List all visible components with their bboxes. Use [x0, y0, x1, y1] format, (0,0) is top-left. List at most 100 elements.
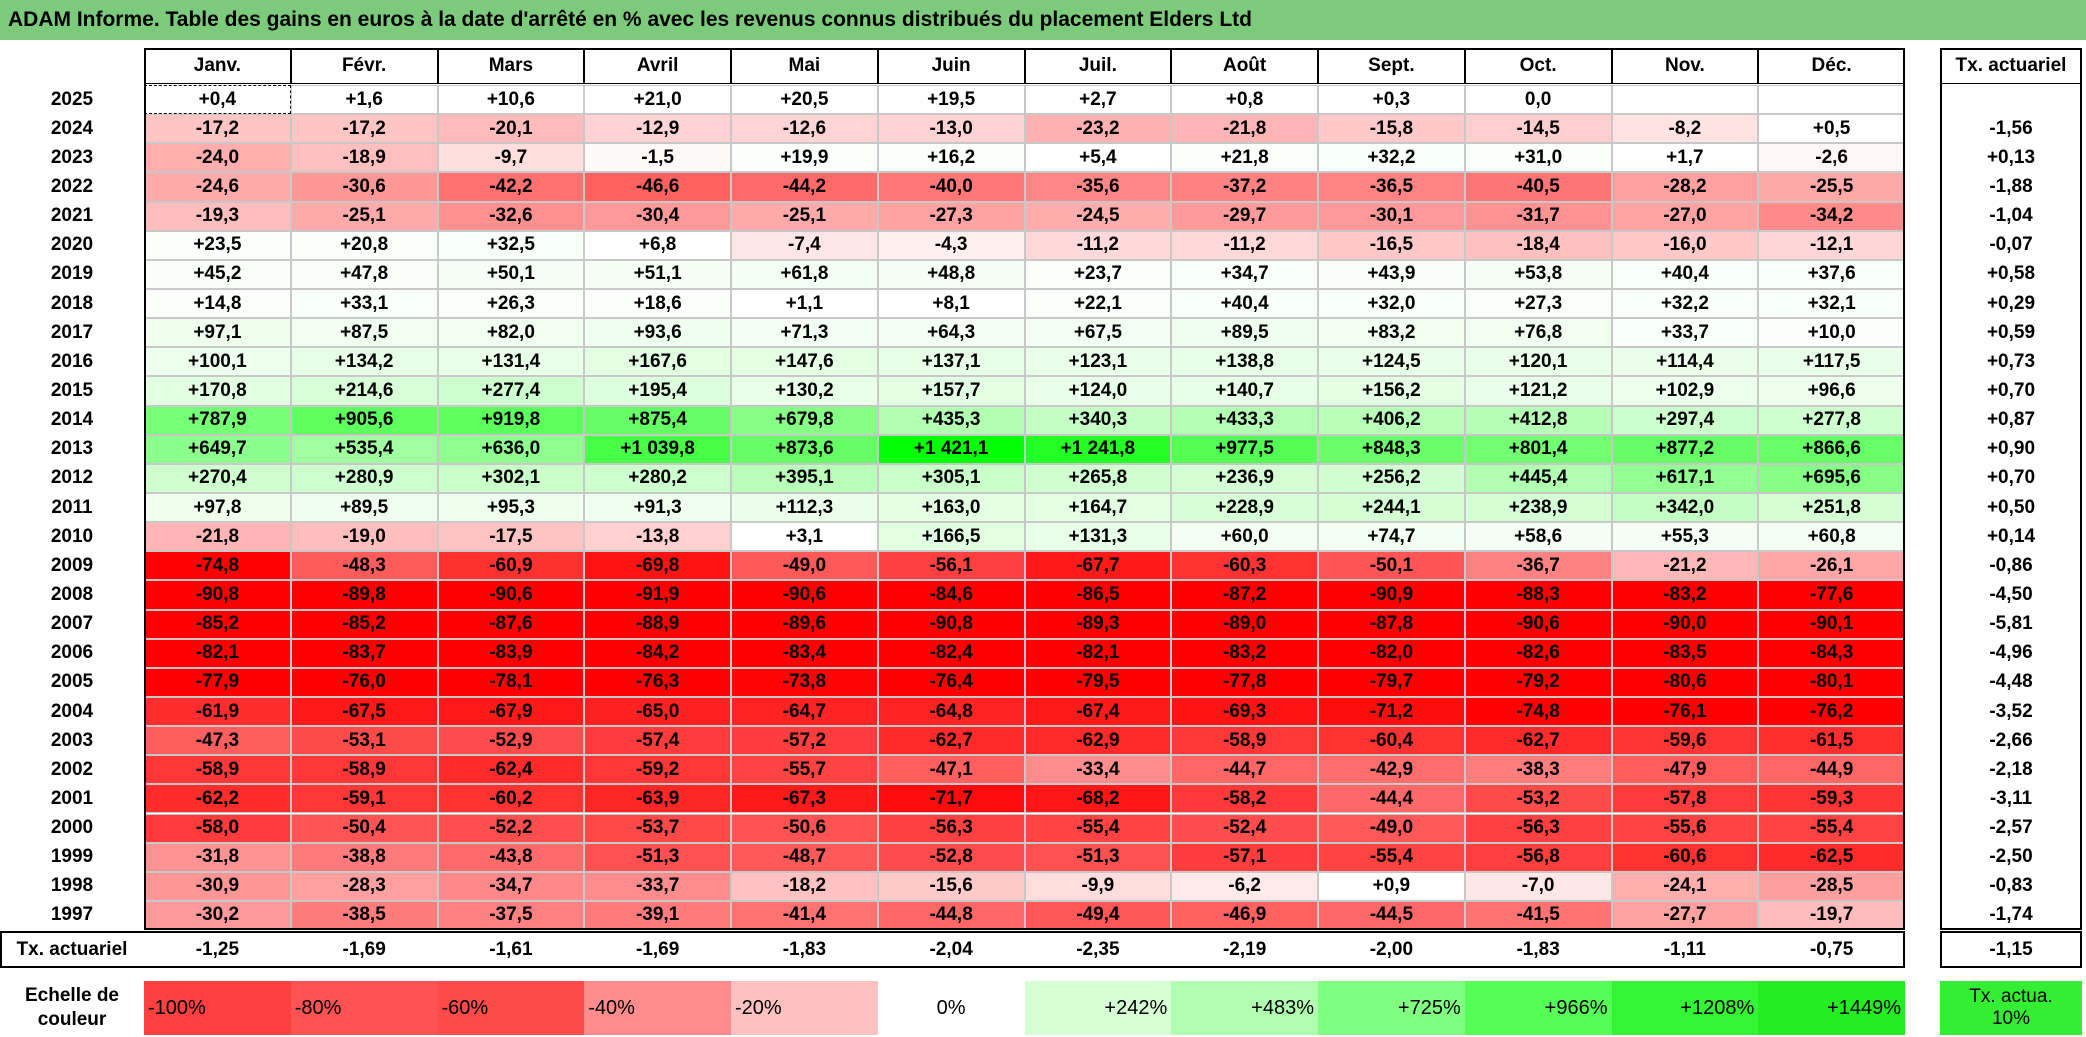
cell: -8,2	[1611, 114, 1759, 144]
cell: +91,3	[584, 492, 731, 523]
row-rate: +0,87	[1986, 409, 2036, 431]
column-header: Janv.	[144, 48, 291, 84]
cell: +40,4	[1171, 288, 1318, 319]
cell: -61,9	[144, 696, 291, 727]
cell: -76,3	[584, 667, 731, 697]
scale-step: 0%	[877, 981, 1025, 1035]
cell: -14,5	[1464, 114, 1612, 144]
cell: +265,8	[1024, 463, 1172, 493]
cell: +297,4	[1611, 405, 1759, 435]
column-header: Juin	[877, 48, 1025, 84]
row-year: 2023	[50, 146, 94, 168]
cell: -83,7	[290, 638, 438, 668]
cell: -36,7	[1464, 551, 1612, 581]
cell: +16,2	[877, 143, 1025, 173]
cell: -76,2	[1758, 696, 1905, 727]
column-header: Oct.	[1464, 48, 1612, 84]
column-header: Sept.	[1318, 48, 1465, 84]
cell: +32,1	[1758, 288, 1905, 319]
cell: +50,1	[437, 259, 585, 289]
cell: +32,0	[1318, 288, 1465, 319]
cell: +95,3	[437, 492, 585, 523]
cell: -25,1	[290, 201, 438, 231]
cell: +636,0	[437, 434, 585, 464]
cell: +8,1	[877, 288, 1025, 319]
row-rate: -2,50	[1989, 846, 2033, 868]
cell: -58,2	[1171, 784, 1318, 814]
cell: +93,6	[584, 318, 731, 348]
cell: -7,4	[731, 230, 878, 260]
cell: -67,5	[290, 696, 438, 727]
cell: -89,3	[1024, 609, 1172, 639]
cell: -69,3	[1171, 696, 1318, 727]
cell: +695,6	[1758, 463, 1905, 493]
cell: +535,4	[290, 434, 438, 464]
title: ADAM Informe. Table des gains en euros à…	[0, 0, 2086, 40]
cell: -47,9	[1611, 755, 1759, 785]
cell: +102,9	[1611, 376, 1759, 406]
cell: +0,9	[1318, 871, 1465, 901]
cell: +112,3	[731, 492, 878, 523]
scale-step: -40%	[584, 981, 731, 1035]
scale-step: +242%	[1024, 981, 1172, 1035]
cell: -30,1	[1318, 201, 1465, 231]
row-rate: +0,59	[1986, 321, 2036, 343]
row-year: 2006	[50, 642, 94, 664]
cell: +977,5	[1171, 434, 1318, 464]
cell: -34,7	[437, 871, 585, 901]
row-year: 2000	[50, 817, 94, 839]
row-rate: +0,90	[1986, 438, 2036, 460]
footer-cell: -0,75	[1809, 938, 1854, 960]
cell: -88,9	[584, 609, 731, 639]
cell: -62,5	[1758, 842, 1905, 872]
cell: -63,9	[584, 784, 731, 814]
cell: +60,8	[1758, 522, 1905, 552]
row-year: 2009	[50, 554, 94, 576]
row-year: 2022	[50, 175, 94, 197]
cell: +164,7	[1024, 492, 1172, 523]
cell: -44,5	[1318, 900, 1465, 931]
cell: -32,6	[437, 201, 585, 231]
cell	[1611, 85, 1759, 115]
cell: +33,7	[1611, 318, 1759, 348]
cell	[1758, 85, 1905, 115]
row-rate: -3,52	[1989, 700, 2033, 722]
cell: +47,8	[290, 259, 438, 289]
cell: -36,5	[1318, 172, 1465, 202]
row-rate: +0,70	[1986, 467, 2036, 489]
cell: -17,5	[437, 522, 585, 552]
cell: -59,6	[1611, 726, 1759, 756]
cell: -82,1	[1024, 638, 1172, 668]
column-header: Avril	[584, 48, 731, 84]
row-rate: +0,58	[1986, 263, 2036, 285]
cell: +433,3	[1171, 405, 1318, 435]
cell: -87,6	[437, 609, 585, 639]
cell: -59,2	[584, 755, 731, 785]
cell: +877,2	[1611, 434, 1759, 464]
cell: -28,3	[290, 871, 438, 901]
cell: -55,7	[731, 755, 878, 785]
cell: +305,1	[877, 463, 1025, 493]
cell: -76,0	[290, 667, 438, 697]
cell: +53,8	[1464, 259, 1612, 289]
cell: +1 039,8	[584, 434, 731, 464]
cell: -33,7	[584, 871, 731, 901]
cell: -89,8	[290, 580, 438, 610]
column-header: Déc.	[1758, 48, 1905, 84]
cell: -9,9	[1024, 871, 1172, 901]
cell: +121,2	[1464, 376, 1612, 406]
cell: -58,9	[144, 755, 291, 785]
row-rate: -1,04	[1989, 205, 2033, 227]
cell: +195,4	[584, 376, 731, 406]
cell: +138,8	[1171, 347, 1318, 377]
cell: +251,8	[1758, 492, 1905, 523]
cell: -52,4	[1171, 813, 1318, 843]
cell: -16,5	[1318, 230, 1465, 260]
cell: +83,2	[1318, 318, 1465, 348]
scale-step: -80%	[290, 981, 438, 1035]
cell: +157,7	[877, 376, 1025, 406]
row-year: 2017	[50, 321, 94, 343]
cell: +45,2	[144, 259, 291, 289]
cell: +23,7	[1024, 259, 1172, 289]
cell: -56,1	[877, 551, 1025, 581]
